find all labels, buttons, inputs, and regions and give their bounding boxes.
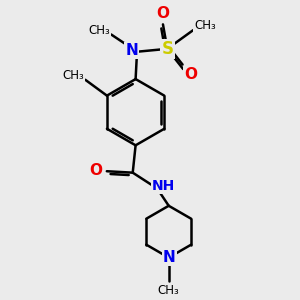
Text: O: O xyxy=(157,6,169,21)
Text: NH: NH xyxy=(152,179,175,193)
Text: CH₃: CH₃ xyxy=(158,284,180,297)
Text: N: N xyxy=(163,250,176,265)
Text: O: O xyxy=(89,163,102,178)
Text: CH₃: CH₃ xyxy=(194,19,216,32)
Text: N: N xyxy=(125,43,138,58)
Text: CH₃: CH₃ xyxy=(88,25,110,38)
Text: O: O xyxy=(185,67,198,82)
Text: CH₃: CH₃ xyxy=(62,69,84,82)
Text: S: S xyxy=(161,40,173,58)
